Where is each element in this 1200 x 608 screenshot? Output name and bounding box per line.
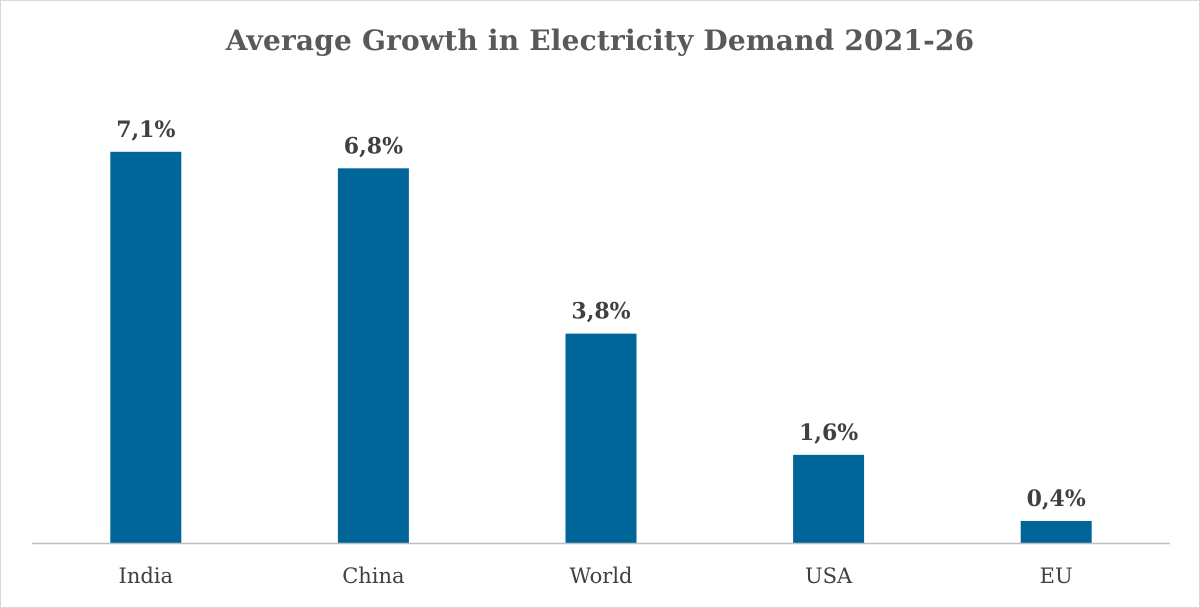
- bars-group: [110, 151, 1092, 544]
- data-label-eu: 0,4%: [1027, 486, 1086, 512]
- bar-china: [337, 168, 409, 543]
- bar-eu: [1020, 520, 1092, 543]
- data-label-usa: 1,6%: [799, 420, 858, 446]
- category-label-india: India: [119, 564, 174, 588]
- category-labels-group: India China World USA EU: [119, 564, 1073, 588]
- data-label-india: 7,1%: [116, 117, 175, 143]
- category-label-usa: USA: [805, 564, 853, 588]
- category-label-china: China: [342, 564, 404, 588]
- bar-india: [110, 151, 182, 544]
- data-labels-group: 7,1% 6,8% 3,8% 1,6% 0,4%: [116, 117, 1086, 512]
- data-label-china: 6,8%: [344, 133, 403, 159]
- chart-title: Average Growth in Electricity Demand 202…: [225, 24, 975, 57]
- bar-usa: [793, 454, 865, 543]
- bar-world: [565, 333, 637, 543]
- category-label-world: World: [570, 564, 633, 588]
- data-label-world: 3,8%: [571, 299, 630, 325]
- category-label-eu: EU: [1040, 564, 1073, 588]
